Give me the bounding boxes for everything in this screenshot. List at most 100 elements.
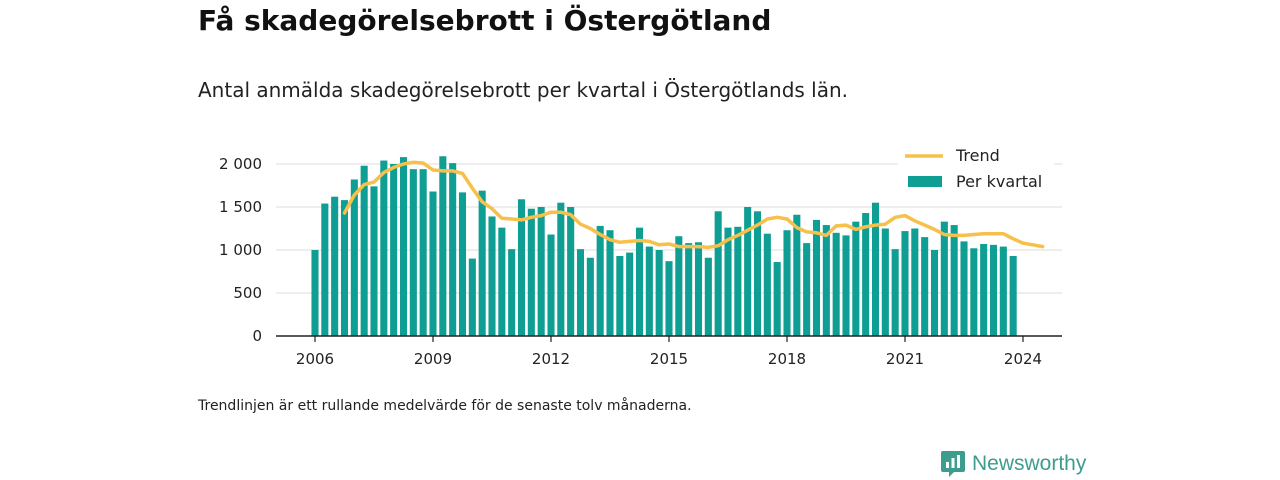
- bar: [891, 249, 899, 336]
- chart-title: Få skadegörelsebrott i Östergötland: [198, 4, 772, 37]
- bar: [901, 231, 909, 336]
- bar: [822, 225, 830, 336]
- bar: [360, 165, 368, 336]
- bar: [930, 250, 939, 336]
- bar: [940, 221, 948, 336]
- bar: [714, 211, 722, 336]
- y-tick-label: 500: [233, 284, 262, 302]
- y-tick-label: 2 000: [219, 155, 262, 173]
- bar: [989, 244, 998, 336]
- bar: [517, 199, 526, 336]
- bar: [734, 226, 742, 336]
- bar: [468, 258, 476, 336]
- bar: [488, 216, 496, 336]
- x-tick-label: 2009: [414, 350, 452, 368]
- bar: [478, 190, 486, 336]
- bar: [606, 230, 614, 336]
- bar: [803, 243, 811, 336]
- bar: [1009, 256, 1017, 336]
- bar: [881, 228, 889, 336]
- legend-bar-swatch: [908, 176, 942, 187]
- bar: [311, 250, 319, 336]
- bar: [763, 233, 771, 336]
- bar: [350, 179, 358, 336]
- bar: [508, 249, 516, 336]
- bar: [921, 237, 929, 336]
- bar: [399, 157, 408, 336]
- bar: [616, 256, 624, 336]
- bar: [321, 203, 329, 336]
- chart: 0 500 1 000 1 500 2 000 2006 2009 2012 2015 2018…: [219, 144, 1062, 368]
- bar: [370, 186, 378, 336]
- bar-series: [311, 156, 1017, 336]
- bar: [665, 261, 673, 336]
- bar: [409, 169, 417, 336]
- bar: [812, 219, 821, 336]
- bar: [331, 196, 339, 336]
- x-tick-label: 2006: [296, 350, 334, 368]
- bar: [753, 211, 762, 336]
- bar: [685, 243, 693, 336]
- bar: [724, 227, 732, 336]
- bar: [527, 208, 535, 336]
- y-tick-label: 0: [252, 327, 262, 345]
- bar: [429, 191, 437, 336]
- chart-subtitle: Antal anmälda skadegörelsebrott per kvar…: [198, 78, 849, 102]
- x-tick-label: 2018: [768, 350, 806, 368]
- bar: [596, 225, 604, 336]
- bar: [911, 228, 919, 336]
- bar: [645, 246, 653, 336]
- bar: [842, 235, 850, 336]
- bar: [871, 202, 880, 336]
- bar: [862, 213, 870, 336]
- y-tick-label: 1 000: [219, 241, 262, 259]
- bar: [675, 236, 683, 336]
- bar: [783, 230, 791, 336]
- footnote: Trendlinjen är ett rullande medelvärde f…: [198, 398, 692, 414]
- bar: [960, 241, 968, 336]
- bar: [635, 227, 644, 336]
- bar: [999, 246, 1007, 336]
- x-tick-label: 2012: [532, 350, 570, 368]
- x-tick-label: 2021: [886, 350, 924, 368]
- legend-label-trend: Trend: [955, 146, 1000, 165]
- bar: [980, 243, 988, 336]
- bar: [419, 169, 427, 336]
- bar: [340, 200, 349, 336]
- bar: [439, 156, 447, 336]
- bar: [390, 164, 398, 336]
- legend-label-per-kvartal: Per kvartal: [956, 172, 1042, 191]
- bar: [704, 257, 712, 336]
- bar: [793, 214, 801, 336]
- bar: [576, 249, 585, 336]
- y-axis: 0 500 1 000 1 500 2 000: [219, 155, 262, 345]
- bar: [498, 227, 506, 336]
- y-tick-label: 1 500: [219, 198, 262, 216]
- bar: [458, 192, 467, 336]
- newsworthy-logo[interactable]: Newsworthy: [940, 450, 1086, 478]
- x-axis: 2006 2009 2012 2015 2018 2021 2024: [296, 336, 1042, 368]
- bar: [744, 207, 752, 336]
- bar: [380, 160, 388, 336]
- legend: Trend Per kvartal: [898, 144, 1054, 200]
- trend-line: [342, 160, 1045, 250]
- bar: [852, 221, 860, 336]
- bar: [655, 250, 663, 336]
- bar: [557, 202, 565, 336]
- newsworthy-logo-icon: [941, 451, 965, 477]
- bar: [547, 234, 555, 336]
- brand-name: Newsworthy: [972, 452, 1087, 475]
- x-tick-label: 2015: [650, 350, 688, 368]
- bar: [449, 163, 457, 336]
- bar: [950, 225, 958, 336]
- bar: [970, 248, 978, 336]
- bar: [567, 207, 575, 336]
- bar: [832, 232, 840, 336]
- bar: [626, 252, 634, 336]
- bar: [586, 257, 594, 336]
- x-tick-label: 2024: [1004, 350, 1042, 368]
- legend-background: [898, 144, 1054, 200]
- bar: [537, 207, 545, 336]
- bar: [773, 262, 781, 336]
- bar: [694, 242, 703, 336]
